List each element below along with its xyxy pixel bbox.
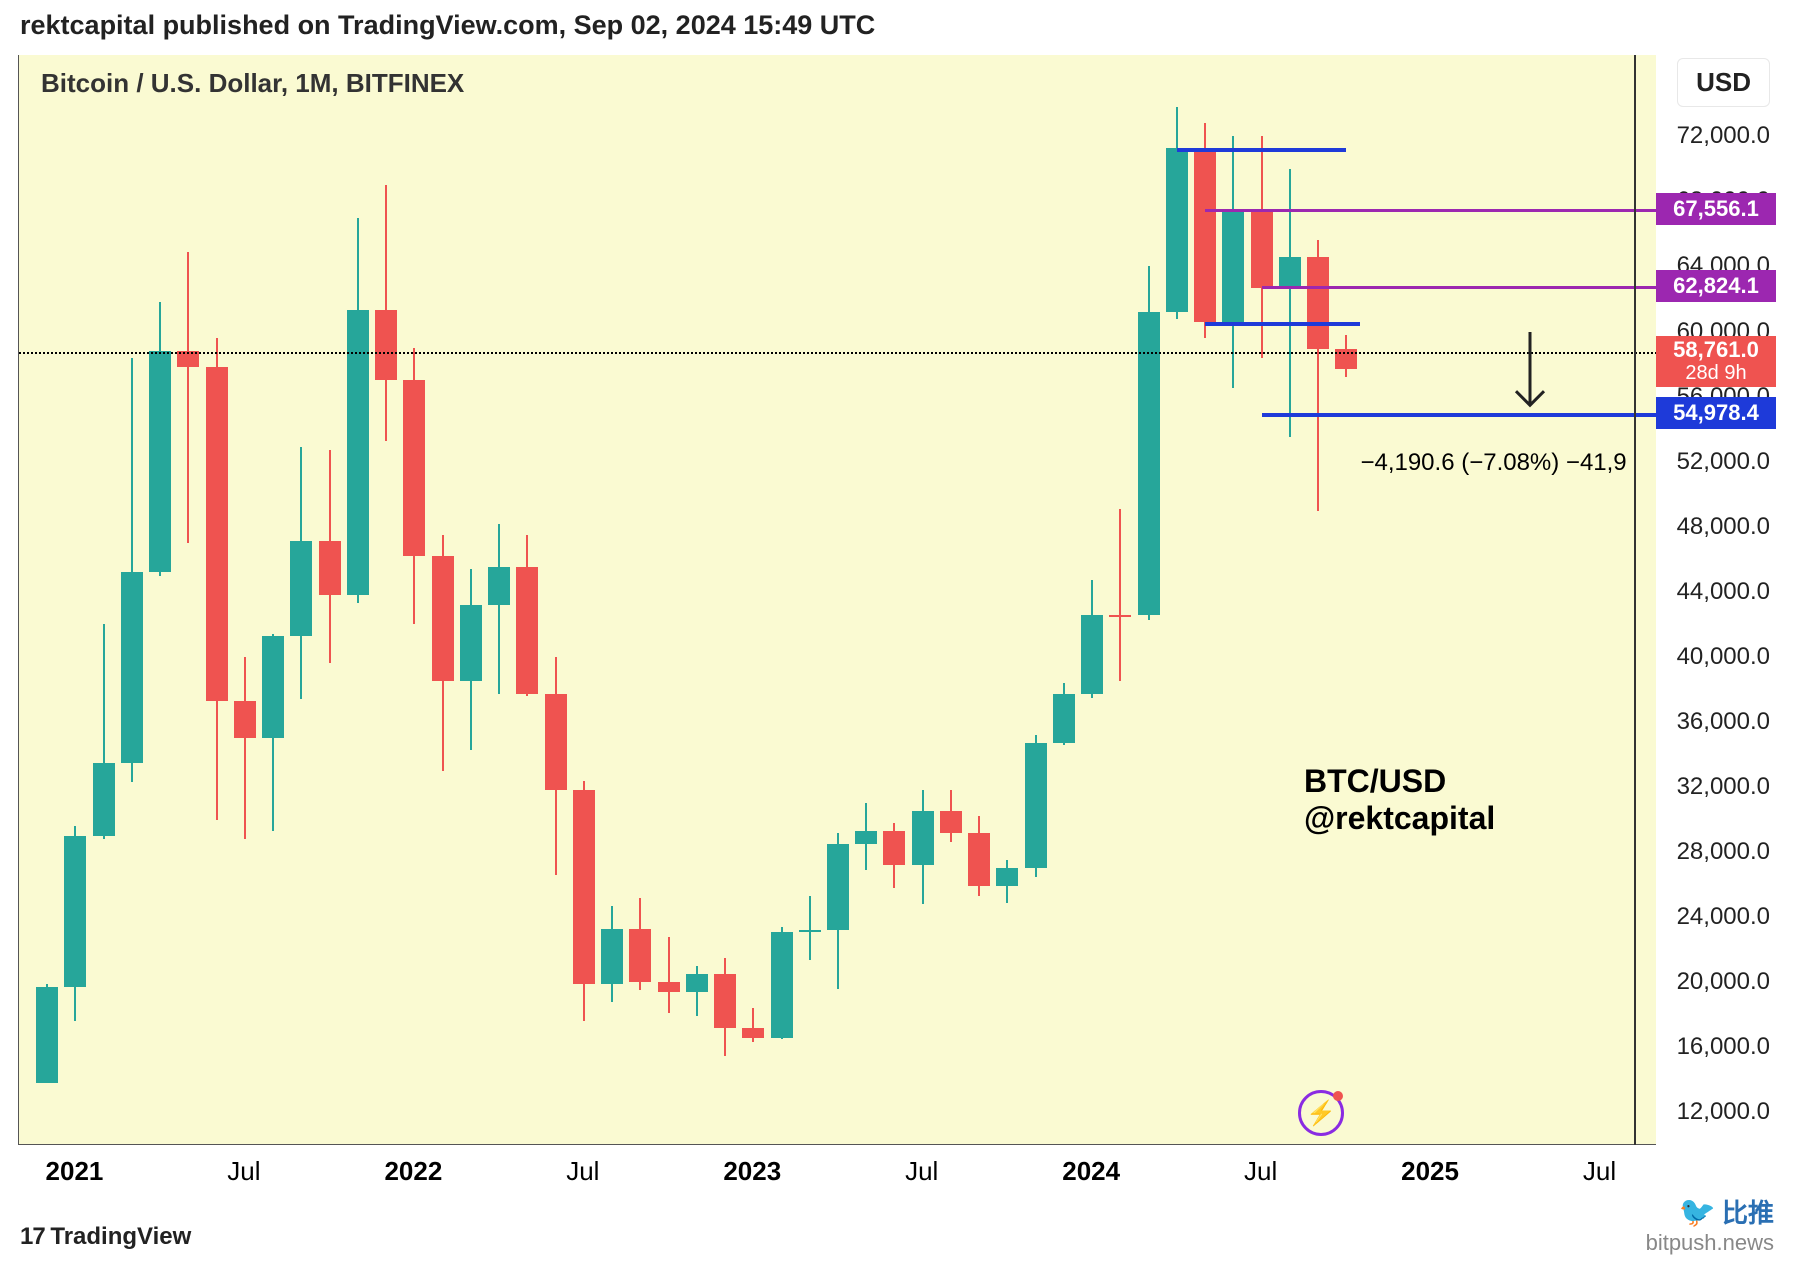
candle [658,55,680,1144]
candle [177,55,199,1144]
y-tick-label: 72,000.0 [1677,122,1770,150]
candle [629,55,651,1144]
y-tick-label: 20,000.0 [1677,968,1770,996]
candle [262,55,284,1144]
change-text: −4,190.6 (−7.08%) −41,9 [1360,449,1626,477]
x-tick-label: Jul [566,1156,599,1187]
candle [36,55,58,1144]
candle [93,55,115,1144]
candle [206,55,228,1144]
candle [968,55,990,1144]
y-axis[interactable]: USD 12,000.0 16,000.0 20,000.0 24,000.0 28,0… [1656,55,1776,1145]
candle [432,55,454,1144]
candle [64,55,86,1144]
candle [996,55,1018,1144]
y-tick-label: 24,000.0 [1677,903,1770,931]
price-tag: 62,824.1 [1656,270,1776,302]
axis-currency-label: USD [1677,58,1770,107]
price-tag: 67,556.1 [1656,193,1776,225]
x-tick-label: 2023 [723,1156,781,1187]
candle [149,55,171,1144]
chart-area[interactable]: Bitcoin / U.S. Dollar, 1M, BITFINEX −4,1… [18,55,1658,1145]
header-text: rektcapital published on TradingView.com… [20,10,875,41]
x-tick-label: Jul [1583,1156,1616,1187]
candle [573,55,595,1144]
candle [516,55,538,1144]
candle [1222,55,1244,1144]
candle [827,55,849,1144]
candle [1279,55,1301,1144]
candle [686,55,708,1144]
y-tick-label: 36,000.0 [1677,708,1770,736]
candle [1251,55,1273,1144]
candle [290,55,312,1144]
current-price-tag: 58,761.028d 9h [1656,336,1776,387]
x-tick-label: 2024 [1062,1156,1120,1187]
x-tick-label: Jul [227,1156,260,1187]
y-tick-label: 40,000.0 [1677,643,1770,671]
candle [347,55,369,1144]
candle [121,55,143,1144]
candle [883,55,905,1144]
candle [234,55,256,1144]
candle [1307,55,1329,1144]
y-tick-label: 48,000.0 [1677,513,1770,541]
time-vertical-line [1634,55,1636,1145]
handle-watermark: @rektcapital [1304,800,1495,837]
chart-wrap: Bitcoin / U.S. Dollar, 1M, BITFINEX −4,1… [18,55,1776,1145]
bitpush-watermark: 🐦 比推 bitpush.news [1646,1193,1774,1256]
x-tick-label: 2022 [384,1156,442,1187]
y-tick-label: 16,000.0 [1677,1033,1770,1061]
candle [1138,55,1160,1144]
tradingview-footer: 17 TradingView [20,1223,191,1251]
candle [799,55,821,1144]
candle [940,55,962,1144]
horizontal-line [1262,413,1657,417]
candle [1166,55,1188,1144]
y-tick-label: 52,000.0 [1677,448,1770,476]
candle [714,55,736,1144]
horizontal-line [1262,286,1657,289]
candle [855,55,877,1144]
y-tick-label: 12,000.0 [1677,1098,1770,1126]
x-axis[interactable]: 2021 Jul 2022 Jul 2023 Jul 2024 Jul 2025 Jul [18,1150,1656,1200]
current-price-line [19,352,1657,354]
price-tag: 54,978.4 [1656,397,1776,429]
candle [545,55,567,1144]
candle [742,55,764,1144]
x-tick-label: 2025 [1401,1156,1459,1187]
candle [403,55,425,1144]
candle [488,55,510,1144]
candle [601,55,623,1144]
candle [1081,55,1103,1144]
x-tick-label: 2021 [46,1156,104,1187]
horizontal-line [1205,322,1360,326]
y-tick-label: 44,000.0 [1677,578,1770,606]
pair-watermark: BTC/USD [1304,763,1446,800]
candle [1194,55,1216,1144]
x-tick-label: Jul [905,1156,938,1187]
down-arrow-icon [1510,332,1550,420]
horizontal-line [1177,148,1346,152]
horizontal-line [1205,209,1657,212]
candle [460,55,482,1144]
candle [319,55,341,1144]
candle [1053,55,1075,1144]
candle [912,55,934,1144]
x-tick-label: Jul [1244,1156,1277,1187]
candle [771,55,793,1144]
candle [375,55,397,1144]
y-tick-label: 28,000.0 [1677,838,1770,866]
candle [1335,55,1357,1144]
candle [1109,55,1131,1144]
y-tick-label: 32,000.0 [1677,773,1770,801]
flash-icon[interactable]: ⚡ [1298,1090,1344,1136]
candle [1025,55,1047,1144]
